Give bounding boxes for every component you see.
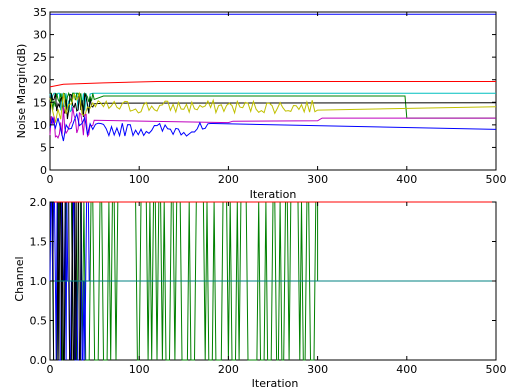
channel-y-tick-label: 0.0 — [30, 354, 48, 367]
channel-x-tick-label: 500 — [486, 363, 506, 376]
channel-series-group — [49, 201, 496, 361]
noise-margin-series-group — [49, 13, 497, 142]
noise-margin-x-tick-label: 300 — [307, 173, 328, 186]
noise-margin-y-tick-label: 25 — [33, 51, 47, 64]
noise-margin-series-6 — [49, 106, 496, 139]
noise-margin-y-tick-label: 10 — [33, 119, 47, 132]
noise-margin-y-tick-label: 20 — [33, 74, 47, 87]
noise-margin-series-7 — [49, 112, 497, 142]
channel-y-tick-label: 0.5 — [30, 315, 48, 328]
noise-margin-y-axis-label: Noise Margin(dB) — [15, 44, 28, 139]
noise-margin-series-4 — [49, 93, 497, 120]
channel-ticks: 0 100 200 300 400 500 0.0 0.5 1.0 1.5 2.0 — [30, 196, 506, 376]
noise-margin-y-tick-label: 0 — [40, 164, 47, 177]
noise-margin-plot: 0 100 200 300 400 500 0 5 10 15 20 25 30 35 Iteration… — [15, 6, 506, 201]
channel-y-tick-label: 1.0 — [30, 275, 48, 288]
noise-margin-x-tick-label: 400 — [396, 173, 417, 186]
channel-y-tick-label: 1.5 — [30, 236, 48, 249]
channel-x-tick-label: 400 — [396, 363, 417, 376]
noise-margin-series-3 — [50, 91, 496, 119]
noise-margin-y-tick-label: 35 — [33, 6, 47, 19]
noise-margin-series-5 — [49, 91, 497, 123]
noise-margin-plot-frame — [49, 11, 497, 171]
noise-margin-series-1 — [49, 81, 496, 88]
channel-x-tick-label: 100 — [129, 363, 150, 376]
noise-margin-y-tick-label: 5 — [40, 141, 47, 154]
noise-margin-ticks: 0 100 200 300 400 500 0 5 10 15 20 25 30 35 — [33, 6, 506, 186]
channel-y-axis-label: Channel — [13, 256, 26, 301]
channel-x-tick-label: 300 — [307, 363, 328, 376]
channel-x-tick-label: 0 — [47, 363, 54, 376]
channel-x-tick-label: 200 — [218, 363, 239, 376]
channel-plot: 0 100 200 300 400 500 0.0 0.5 1.0 1.5 2.0 Iteratio… — [13, 196, 506, 390]
noise-margin-x-tick-label: 200 — [218, 173, 239, 186]
noise-margin-x-tick-label: 500 — [486, 173, 506, 186]
noise-margin-y-tick-label: 30 — [33, 29, 47, 42]
channel-y-tick-label: 2.0 — [30, 196, 48, 209]
channel-series-0 — [50, 201, 496, 361]
noise-margin-x-axis-label: Iteration — [250, 188, 297, 201]
noise-margin-x-tick-label: 0 — [47, 173, 54, 186]
channel-x-axis-label: Iteration — [252, 377, 299, 390]
noise-margin-y-tick-label: 15 — [33, 96, 47, 109]
noise-margin-x-tick-label: 100 — [129, 173, 150, 186]
